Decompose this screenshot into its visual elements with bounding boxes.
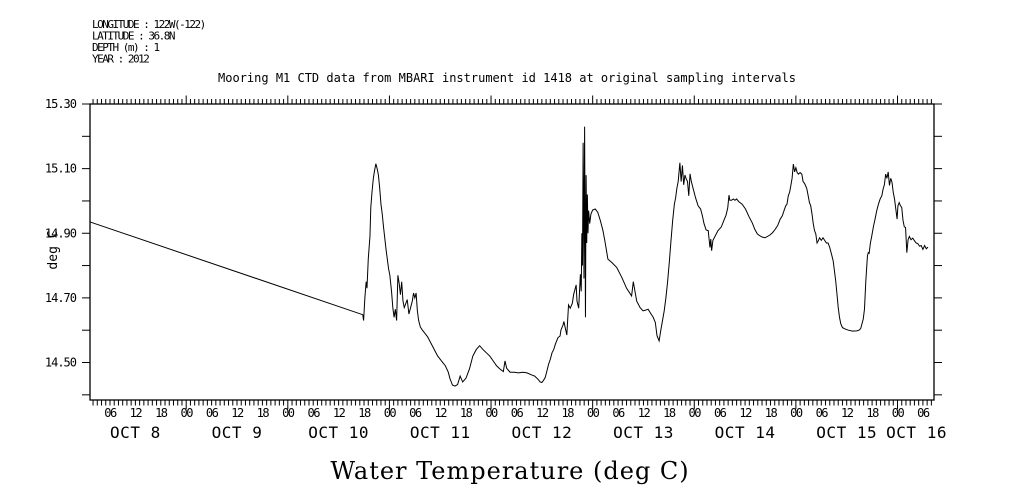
x-hour-label: 00 — [790, 406, 803, 420]
x-hour-label: 18 — [358, 406, 371, 420]
meta-latitude: LATITUDE : 36.8N — [92, 30, 175, 43]
y-tick-label: 14.90 — [45, 226, 77, 240]
x-day-label: OCT 12 — [511, 423, 572, 442]
x-hour-label: 12 — [638, 406, 651, 420]
meta-longitude: LONGITUDE : 122W(-122) — [92, 18, 205, 31]
x-hour-label: 06 — [104, 406, 117, 420]
x-hour-label: 12 — [333, 406, 346, 420]
x-hour-label: 00 — [892, 406, 905, 420]
x-hour-label: 00 — [485, 406, 498, 420]
x-hour-label: 00 — [689, 406, 702, 420]
y-axis-label: deg C — [46, 230, 61, 269]
plot-area: 06 12 18 00 06 12 18 00 06 12 18 00 06 12 18 00 06 12 18 00… — [45, 95, 947, 442]
x-hour-label: 06 — [206, 406, 219, 420]
x-hour-label: 06 — [816, 406, 829, 420]
x-day-label: OCT 9 — [212, 423, 263, 442]
plot-frame — [89, 103, 935, 401]
x-hour-label: 06 — [714, 406, 727, 420]
x-day-label: OCT 10 — [308, 423, 369, 442]
x-hour-label: 18 — [663, 406, 676, 420]
x-hour-label: 12 — [739, 406, 752, 420]
x-hour-label: 18 — [866, 406, 879, 420]
x-hour-label: 00 — [384, 406, 397, 420]
x-hour-label: 12 — [130, 406, 143, 420]
x-hour-label: 18 — [765, 406, 778, 420]
x-hour-label: 18 — [460, 406, 473, 420]
y-tick-label: 14.50 — [45, 356, 77, 370]
x-hour-label: 06 — [307, 406, 320, 420]
x-hour-label: 00 — [587, 406, 600, 420]
x-hour-label: 06 — [409, 406, 422, 420]
y-tick-label: 14.70 — [45, 291, 77, 305]
metadata-block: LONGITUDE : 122W(-122) LATITUDE : 36.8N … — [92, 18, 206, 66]
x-hour-label: 12 — [231, 406, 244, 420]
temperature-series-line — [89, 126, 929, 387]
x-hour-label: 06 — [511, 406, 524, 420]
x-axis-title: Water Temperature (deg C) — [330, 457, 689, 485]
x-hour-label: 18 — [562, 406, 575, 420]
chart-title: Mooring M1 CTD data from MBARI instrumen… — [218, 71, 796, 85]
x-hour-label: 12 — [435, 406, 448, 420]
y-tick-label: 15.30 — [45, 97, 77, 111]
y-tick-label: 15.10 — [45, 162, 77, 176]
x-hour-label: 00 — [180, 406, 193, 420]
meta-year: YEAR : 2012 — [92, 53, 149, 66]
x-day-label: OCT 15 — [816, 423, 877, 442]
x-hour-label: 00 — [282, 406, 295, 420]
meta-depth: DEPTH (m) : 1 — [92, 41, 159, 54]
x-day-label: OCT 14 — [715, 423, 776, 442]
x-day-label: OCT 13 — [613, 423, 674, 442]
x-hour-label: 12 — [536, 406, 549, 420]
x-hour-label: 12 — [841, 406, 854, 420]
x-hour-label: 18 — [155, 406, 168, 420]
x-hour-label: 18 — [257, 406, 270, 420]
x-day-label: OCT 11 — [410, 423, 471, 442]
x-hour-label: 06 — [917, 406, 930, 420]
x-day-label: OCT 8 — [110, 423, 161, 442]
x-day-label: OCT 16 — [886, 423, 947, 442]
x-hour-label: 06 — [612, 406, 625, 420]
